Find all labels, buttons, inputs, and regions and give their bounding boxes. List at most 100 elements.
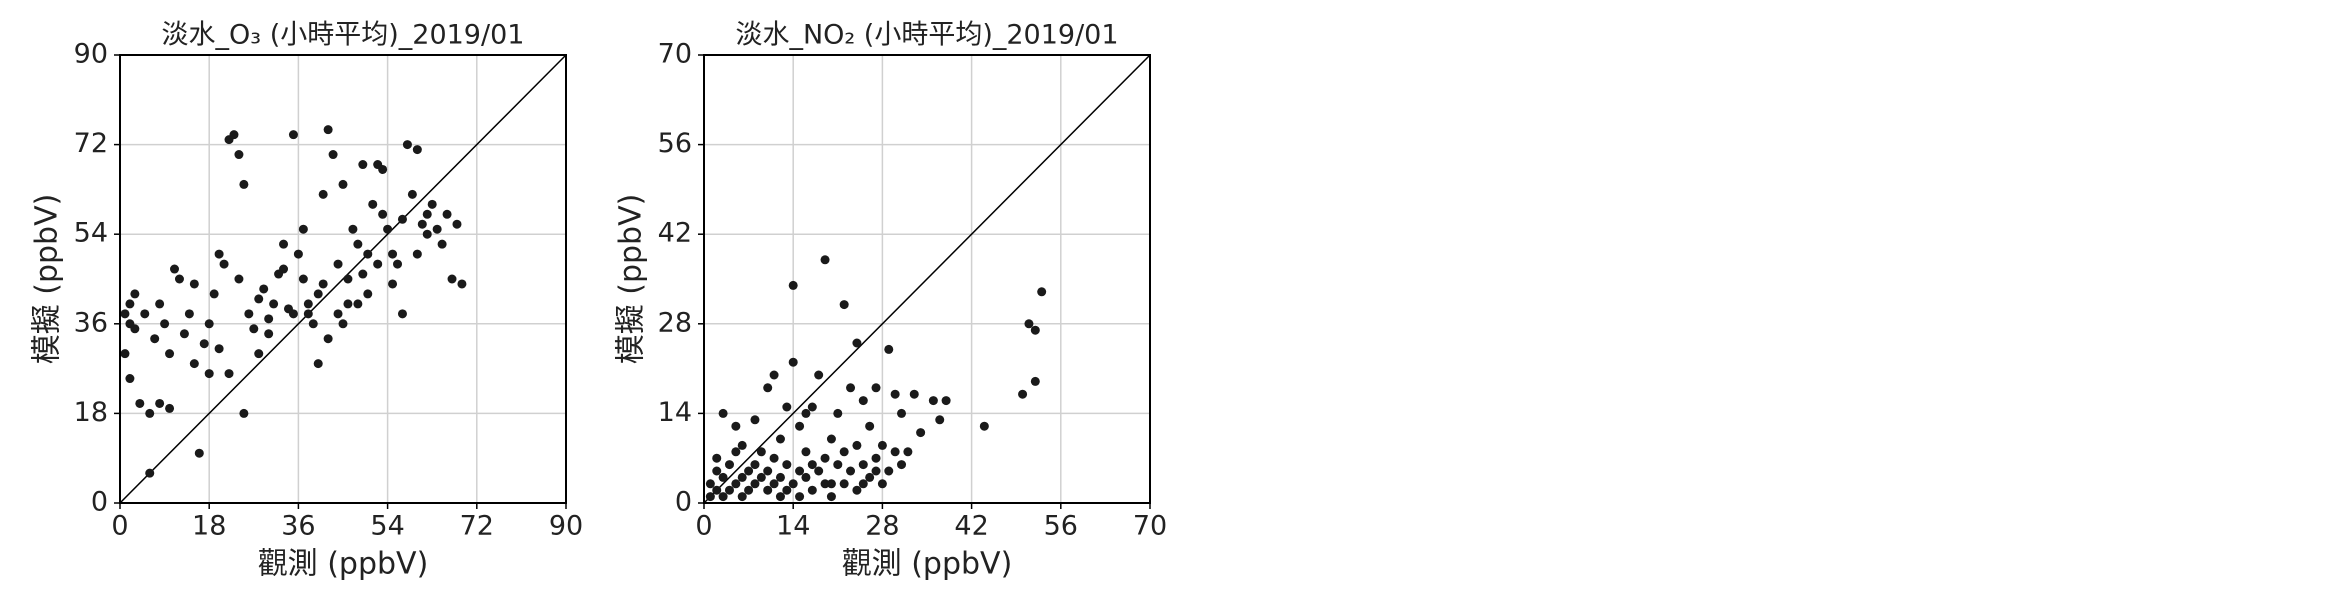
- data-point: [234, 150, 244, 160]
- data-point: [333, 259, 343, 269]
- data-point: [884, 344, 894, 354]
- data-point: [397, 309, 407, 319]
- data-point: [363, 249, 373, 259]
- data-point: [179, 329, 189, 339]
- data-point: [452, 219, 462, 229]
- data-point: [150, 334, 160, 344]
- data-point: [782, 460, 792, 470]
- data-point: [788, 479, 798, 489]
- data-point: [343, 274, 353, 284]
- data-point: [916, 428, 926, 438]
- data-point: [308, 319, 318, 329]
- data-point: [402, 140, 412, 150]
- data-point: [264, 329, 274, 339]
- data-point: [724, 485, 734, 495]
- data-point: [120, 309, 130, 319]
- data-point: [189, 279, 199, 289]
- data-point: [852, 338, 862, 348]
- data-point: [229, 130, 239, 140]
- data-point: [165, 403, 175, 413]
- data-point: [279, 239, 289, 249]
- data-point: [839, 447, 849, 457]
- identity-line: [703, 54, 1151, 504]
- data-point: [712, 466, 722, 476]
- data-point: [353, 239, 363, 249]
- data-point: [363, 289, 373, 299]
- data-point: [125, 374, 135, 384]
- x-tick-label: 28: [865, 511, 899, 542]
- data-point: [442, 209, 452, 219]
- data-point: [858, 460, 868, 470]
- data-point: [858, 479, 868, 489]
- data-point: [214, 344, 224, 354]
- data-point: [343, 299, 353, 309]
- data-point: [348, 224, 358, 234]
- data-point: [712, 453, 722, 463]
- data-point: [155, 299, 165, 309]
- data-point: [323, 334, 333, 344]
- data-point: [750, 415, 760, 425]
- data-point: [724, 460, 734, 470]
- data-point: [775, 492, 785, 502]
- data-point: [407, 189, 417, 199]
- y-tick-label: 56: [658, 128, 692, 159]
- data-point: [935, 415, 945, 425]
- data-point: [125, 319, 135, 329]
- data-point: [826, 492, 836, 502]
- data-point: [826, 434, 836, 444]
- data-point: [259, 284, 269, 294]
- data-point: [388, 249, 398, 259]
- data-point: [941, 396, 951, 406]
- data-point: [979, 421, 989, 431]
- data-point: [120, 349, 130, 359]
- data-point: [731, 479, 741, 489]
- data-point: [871, 453, 881, 463]
- data-point: [871, 383, 881, 393]
- data-point: [313, 359, 323, 369]
- y-tick-label: 54: [74, 218, 108, 249]
- data-point: [897, 460, 907, 470]
- data-point: [378, 209, 388, 219]
- data-point: [393, 259, 403, 269]
- data-point: [807, 402, 817, 412]
- data-point: [846, 466, 856, 476]
- data-point: [795, 492, 805, 502]
- data-point: [328, 150, 338, 160]
- data-point: [877, 479, 887, 489]
- data-point: [744, 466, 754, 476]
- data-point: [775, 472, 785, 482]
- y-tick-label: 90: [74, 39, 108, 70]
- data-point: [820, 479, 830, 489]
- data-point: [249, 324, 259, 334]
- data-point: [737, 472, 747, 482]
- y-tick-label: 70: [658, 39, 692, 70]
- data-point: [795, 421, 805, 431]
- data-point: [756, 472, 766, 482]
- data-point: [358, 160, 368, 170]
- y-tick-label: 72: [74, 128, 108, 159]
- data-point: [145, 408, 155, 418]
- data-point: [204, 369, 214, 379]
- data-point: [763, 485, 773, 495]
- data-point: [254, 294, 264, 304]
- data-point: [264, 314, 274, 324]
- data-point: [1030, 376, 1040, 386]
- data-point: [422, 229, 432, 239]
- data-point: [705, 479, 715, 489]
- data-point: [807, 485, 817, 495]
- data-point: [820, 453, 830, 463]
- data-point: [884, 466, 894, 476]
- data-point: [254, 349, 264, 359]
- data-point: [839, 479, 849, 489]
- data-point: [782, 485, 792, 495]
- plot-frame: [703, 54, 1151, 504]
- data-point: [184, 309, 194, 319]
- x-tick-label: 90: [549, 511, 583, 542]
- data-point: [432, 224, 442, 234]
- data-point: [852, 485, 862, 495]
- data-point: [718, 408, 728, 418]
- data-point: [174, 274, 184, 284]
- data-point: [338, 319, 348, 329]
- data-point: [731, 421, 741, 431]
- data-point: [795, 466, 805, 476]
